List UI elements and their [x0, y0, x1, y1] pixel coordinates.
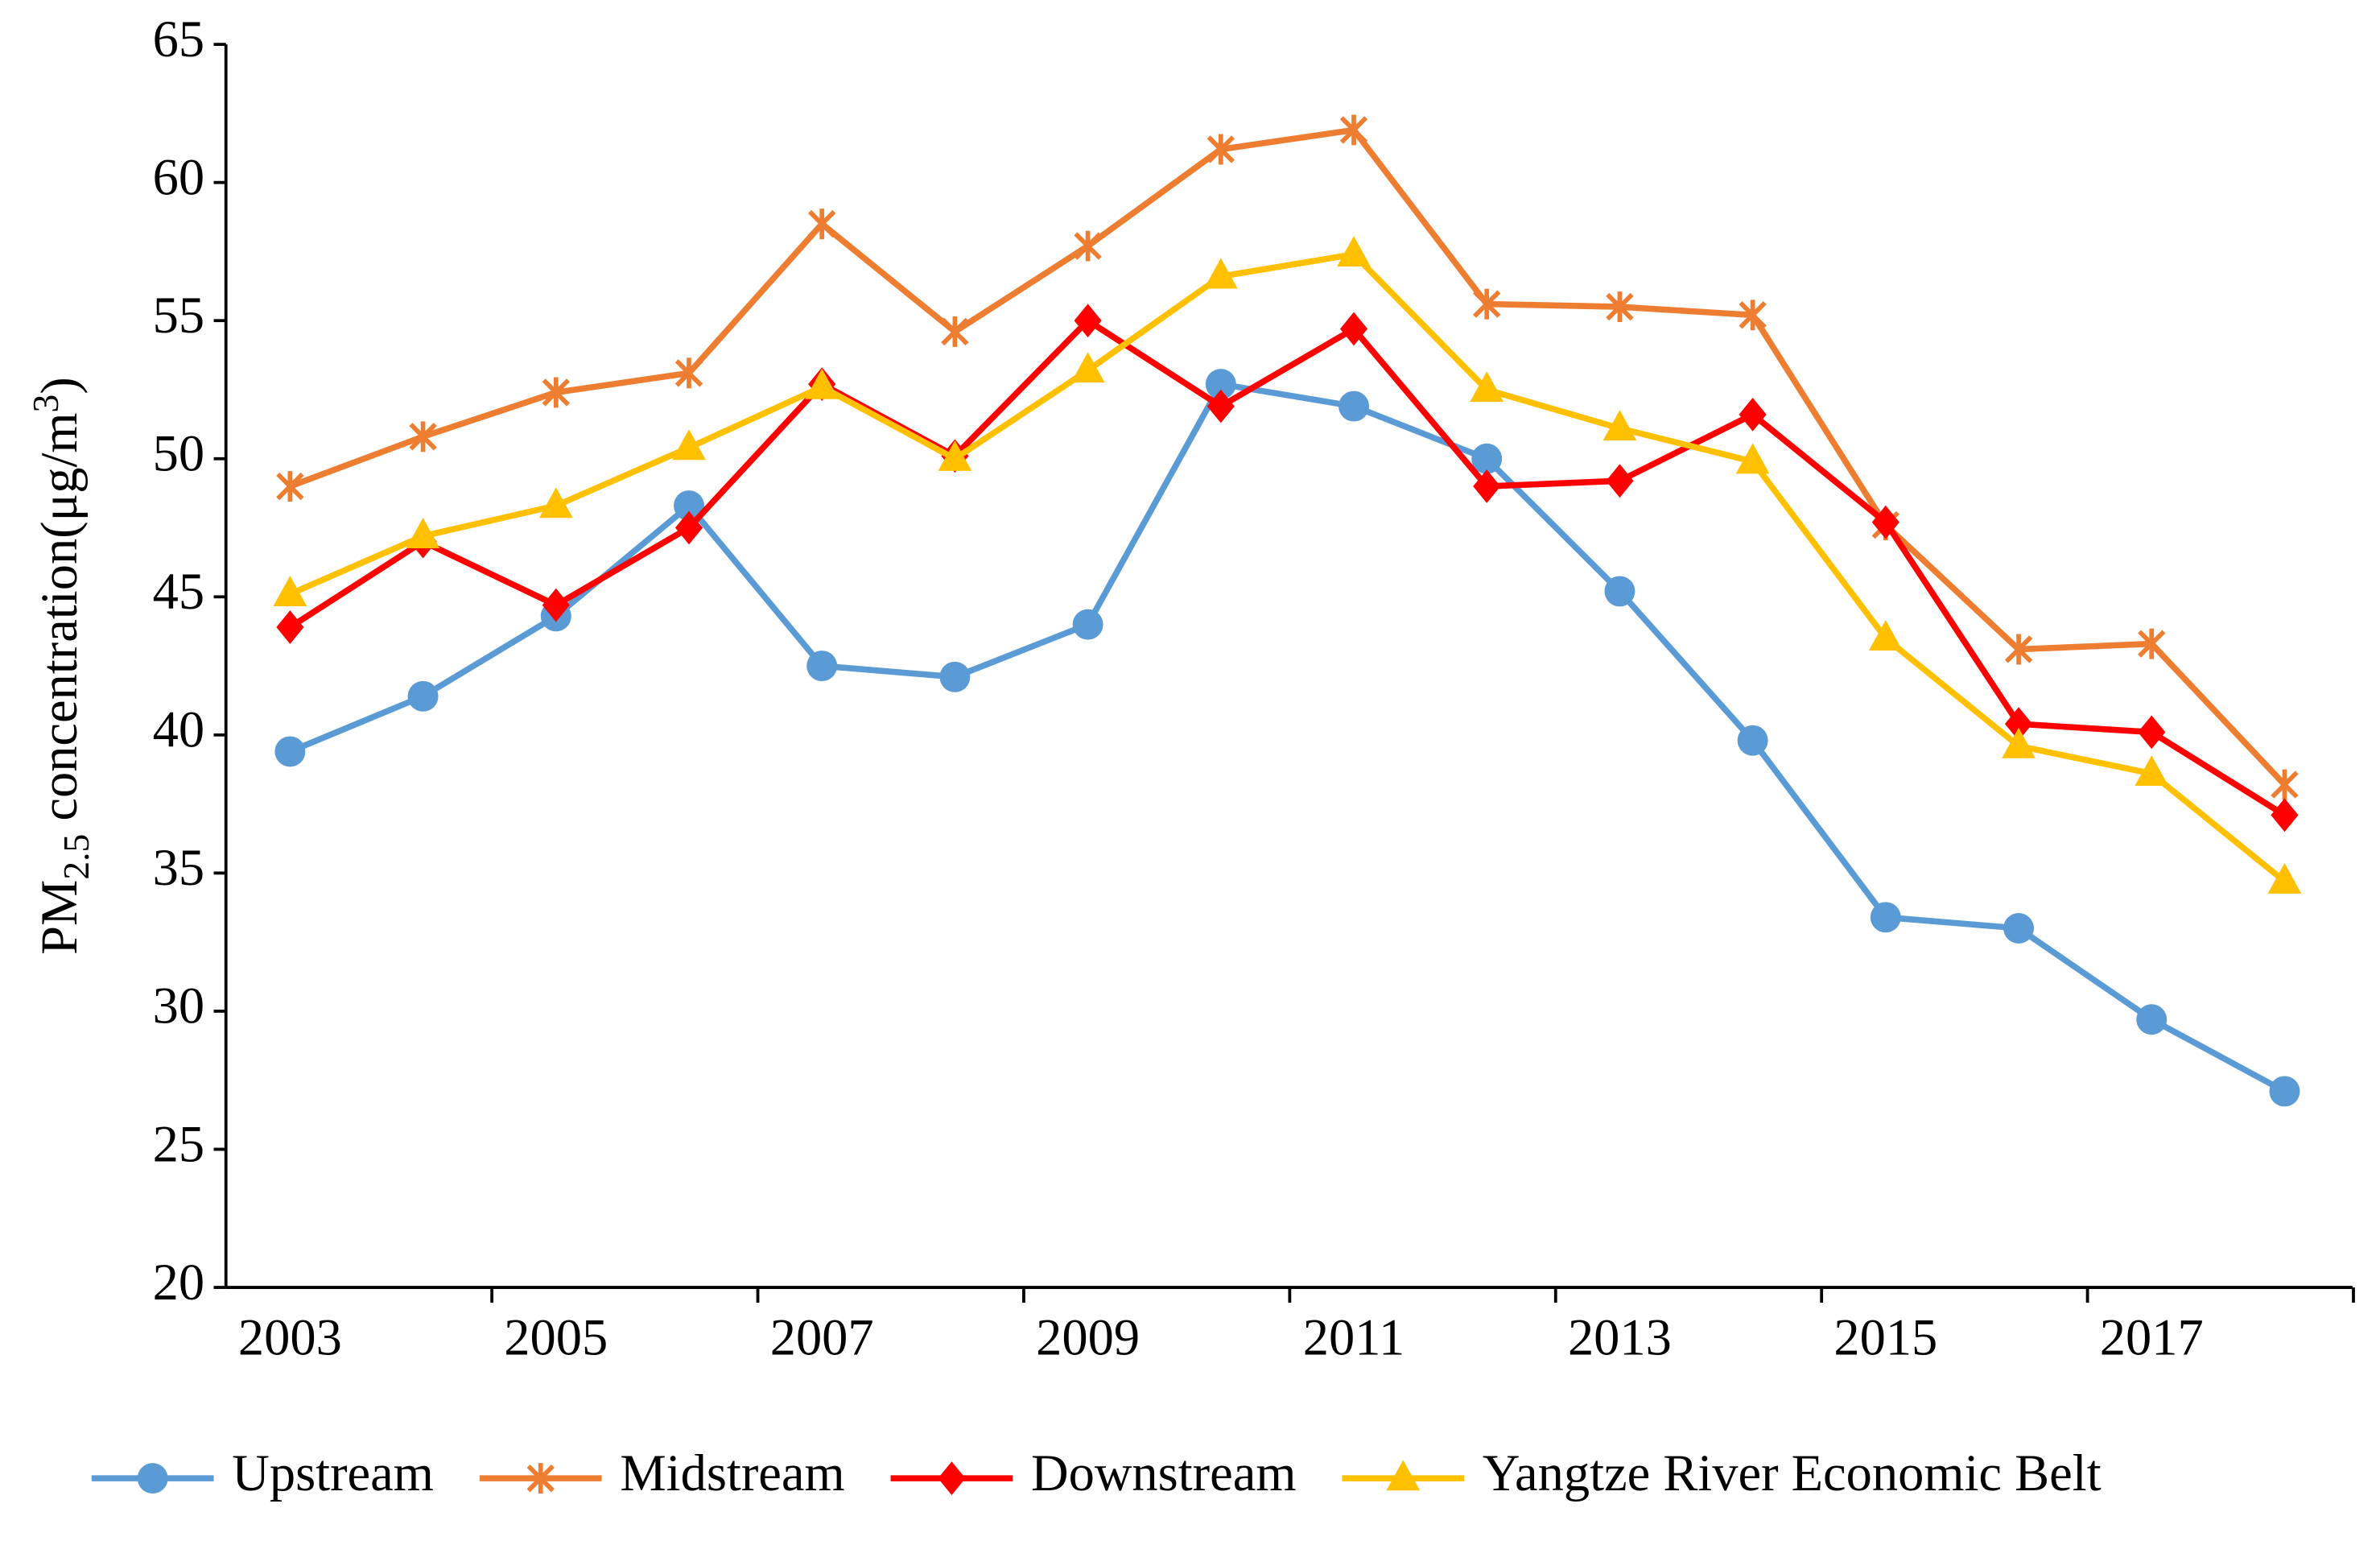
- data-point: [276, 471, 304, 502]
- data-point: [2003, 913, 2035, 944]
- data-point: [1337, 236, 1371, 267]
- data-point: [1072, 609, 1103, 640]
- y-label-superscript: 3: [25, 395, 66, 413]
- series-line: [288, 381, 2287, 1094]
- data-point: [1606, 464, 1634, 498]
- data-point: [1870, 902, 1901, 933]
- x-tick-label: 2009: [1036, 1308, 1140, 1365]
- legend-label: Upstream: [232, 1444, 434, 1502]
- data-point: [406, 518, 440, 548]
- data-point: [1339, 312, 1368, 346]
- data-point: [808, 209, 836, 240]
- data-point: [806, 651, 838, 682]
- data-point: [274, 736, 306, 767]
- data-point: [674, 510, 703, 545]
- y-tick-label: 45: [153, 563, 204, 620]
- legend-label: Midstream: [620, 1444, 844, 1502]
- x-tick-label: 2003: [238, 1308, 342, 1365]
- data-point: [1203, 258, 1238, 289]
- data-point: [1205, 369, 1236, 400]
- legend-label: Yangtze River Economic Belt: [1483, 1444, 2102, 1502]
- data-point: [1339, 114, 1368, 146]
- data-point: [2267, 862, 2302, 894]
- y-axis-label: PM2.5 concentration(μg/m3): [25, 377, 97, 955]
- data-point: [1606, 291, 1634, 323]
- x-tick-label: 2017: [2100, 1308, 2204, 1365]
- data-point: [1737, 725, 1768, 756]
- data-point: [674, 490, 704, 522]
- data-point: [1473, 288, 1501, 320]
- data-point: [407, 680, 439, 712]
- legend-item: Yangtze River Economic Belt: [1342, 1444, 2102, 1502]
- data-point: [1604, 576, 1635, 607]
- series-line: [288, 317, 2287, 818]
- data-point: [1074, 230, 1102, 262]
- y-tick-label: 25: [153, 1115, 204, 1172]
- series-line: [288, 251, 2287, 884]
- data-point: [1868, 620, 1903, 651]
- x-tick-label: 2015: [1833, 1308, 1937, 1365]
- data-point: [276, 610, 304, 644]
- y-label-part: ): [31, 377, 88, 394]
- legend-item: Midstream: [479, 1444, 845, 1502]
- y-tick-label: 35: [153, 839, 204, 896]
- data-point: [1471, 443, 1503, 474]
- data-point: [1470, 371, 1504, 403]
- data-point: [538, 487, 573, 518]
- data-point: [672, 429, 706, 461]
- x-tick-label: 2011: [1303, 1308, 1405, 1365]
- data-point: [1070, 352, 1105, 383]
- data-point: [2271, 798, 2299, 832]
- data-point: [938, 440, 972, 471]
- y-label-part: concentration(μg/m: [31, 413, 88, 834]
- data-point: [2002, 727, 2036, 758]
- y-tick-label: 20: [153, 1254, 204, 1311]
- legend-marker: [1386, 1460, 1421, 1491]
- data-point: [542, 377, 570, 408]
- data-point: [1473, 469, 1501, 503]
- y-tick-label: 30: [153, 977, 204, 1035]
- data-point: [2004, 634, 2033, 665]
- data-point: [939, 661, 971, 692]
- data-point: [1739, 397, 1767, 432]
- y-label-part: PM: [31, 880, 88, 955]
- y-label-subscript: 2.5: [56, 834, 97, 880]
- data-point: [941, 316, 969, 347]
- data-point: [1739, 300, 1767, 331]
- data-point: [2138, 715, 2166, 750]
- y-tick-label: 65: [153, 10, 204, 68]
- legend-marker: [137, 1463, 168, 1494]
- y-tick-label: 60: [153, 148, 204, 205]
- x-tick-label: 2007: [770, 1308, 874, 1365]
- data-point: [2136, 1004, 2168, 1035]
- data-point: [409, 421, 437, 452]
- data-point: [1206, 134, 1235, 165]
- data-point: [674, 357, 703, 389]
- data-point: [1338, 390, 1369, 422]
- data-point: [273, 576, 307, 607]
- data-point: [805, 368, 839, 399]
- data-point: [2135, 755, 2169, 787]
- data-point: [1074, 304, 1102, 338]
- data-point: [1602, 410, 1637, 441]
- legend-marker: [938, 1461, 966, 1495]
- data-point: [1206, 389, 1235, 423]
- legend-marker: [526, 1463, 555, 1494]
- x-tick-label: 2013: [1568, 1308, 1672, 1365]
- data-point: [1735, 443, 1770, 474]
- legend-item: Downstream: [890, 1444, 1296, 1502]
- series-line: [289, 126, 2287, 787]
- y-tick-label: 50: [153, 425, 204, 482]
- x-tick-label: 2005: [504, 1308, 608, 1365]
- data-point: [2271, 769, 2299, 800]
- data-point: [2269, 1076, 2300, 1107]
- y-tick-label: 40: [153, 701, 204, 758]
- legend-label: Downstream: [1031, 1444, 1296, 1502]
- legend-item: Upstream: [91, 1444, 434, 1502]
- data-point: [2138, 628, 2166, 659]
- y-tick-label: 55: [153, 287, 204, 344]
